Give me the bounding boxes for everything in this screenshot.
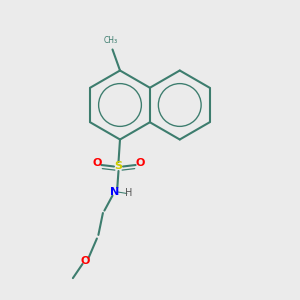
- Text: O: O: [81, 256, 90, 266]
- Text: N: N: [110, 187, 119, 197]
- Text: S: S: [115, 161, 122, 172]
- Text: H: H: [125, 188, 132, 199]
- Text: O: O: [92, 158, 102, 169]
- Text: CH₃: CH₃: [104, 36, 118, 45]
- Text: O: O: [135, 158, 145, 169]
